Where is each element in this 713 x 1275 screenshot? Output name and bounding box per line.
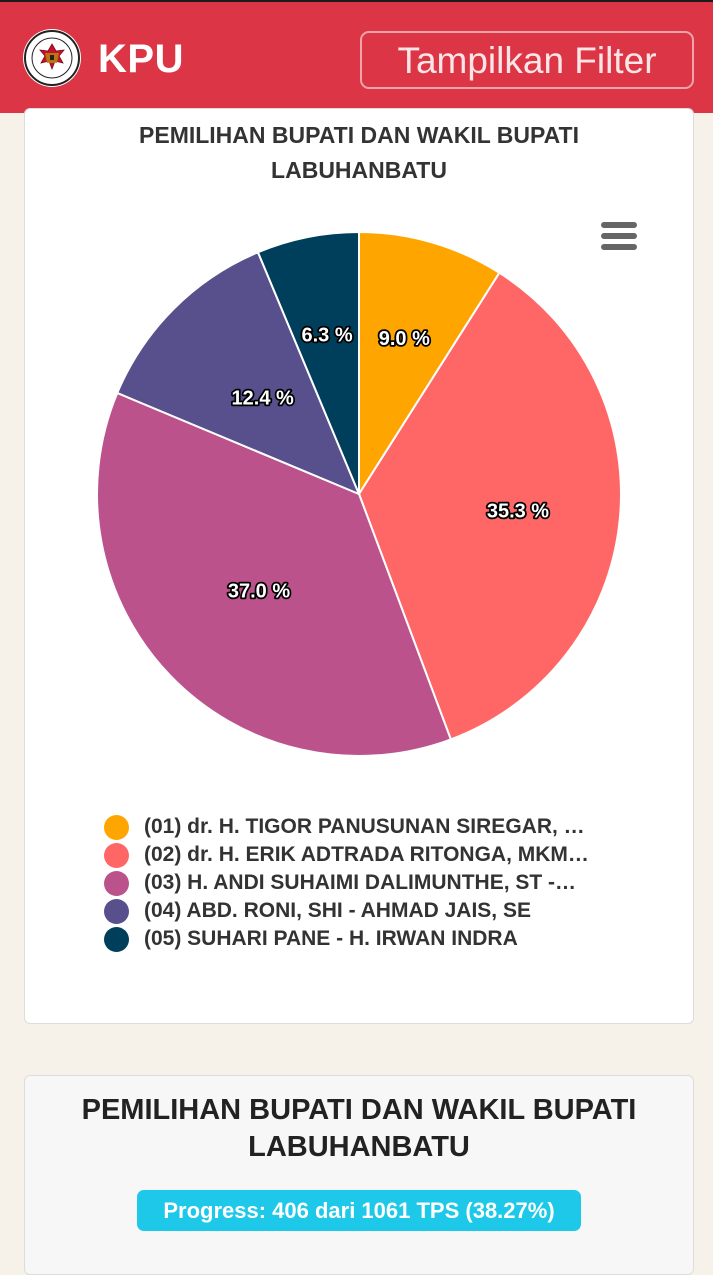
pie-slice-5[interactable] <box>256 230 360 495</box>
summary-title-line1: PEMILIHAN BUPATI DAN WAKIL BUPATI <box>81 1094 637 1126</box>
chart-legend: (01) dr. H. TIGOR PANUSUNAN SIREGAR, … (… <box>104 813 664 953</box>
legend-label-03: (03) H. ANDI SUHAIMI DALIMUNTHE, ST -… <box>144 871 577 894</box>
pie-chart: 9.0 % 35.3 % 37.0 % 12.4 % 6.3 % <box>96 230 622 757</box>
legend-dot-02 <box>104 843 129 868</box>
legend-item-03[interactable]: (03) H. ANDI SUHAIMI DALIMUNTHE, ST -… <box>104 869 664 897</box>
legend-item-02[interactable]: (02) dr. H. ERIK ADTRADA RITONGA, MKM… <box>104 841 664 869</box>
data-label-1: 9.0 % <box>379 328 430 350</box>
summary-title-line2: LABUHANBATU <box>248 1131 470 1163</box>
pie-slice-3[interactable] <box>96 391 453 757</box>
pie-slice-4[interactable] <box>115 250 361 496</box>
kpu-logo[interactable] <box>23 29 81 87</box>
legend-dot-01 <box>104 815 129 840</box>
data-label-5: 6.3 % <box>301 325 352 347</box>
legend-dot-05 <box>104 927 129 952</box>
data-label-3: 37.0 % <box>228 580 290 602</box>
legend-dot-03 <box>104 871 129 896</box>
brand-title[interactable]: KPU <box>98 37 184 81</box>
top-navbar: KPU Tampilkan Filter <box>0 0 713 113</box>
legend-label-02: (02) dr. H. ERIK ADTRADA RITONGA, MKM… <box>144 843 589 866</box>
summary-card <box>24 1075 694 1275</box>
chart-title: PEMILIHAN BUPATI DAN WAKIL BUPATI LABUHA… <box>0 118 713 188</box>
data-label-2: 35.3 % <box>487 501 549 523</box>
legend-label-05: (05) SUHARI PANE - H. IRWAN INDRA <box>144 927 518 950</box>
progress-badge: Progress: 406 dari 1061 TPS (38.27%) <box>137 1190 581 1231</box>
chart-title-line2: LABUHANBATU <box>271 157 447 183</box>
summary-title: PEMILIHAN BUPATI DAN WAKIL BUPATI LABUHA… <box>24 1092 694 1166</box>
data-label-4: 12.4 % <box>232 388 294 410</box>
show-filter-button[interactable]: Tampilkan Filter <box>360 31 694 89</box>
legend-label-04: (04) ABD. RONI, SHI - AHMAD JAIS, SE <box>144 899 531 922</box>
chart-title-line1: PEMILIHAN BUPATI DAN WAKIL BUPATI <box>139 122 579 148</box>
legend-item-04[interactable]: (04) ABD. RONI, SHI - AHMAD JAIS, SE <box>104 897 664 925</box>
hamburger-menu-icon[interactable] <box>599 219 639 253</box>
pie-slice-1[interactable] <box>358 230 501 498</box>
legend-item-01[interactable]: (01) dr. H. TIGOR PANUSUNAN SIREGAR, … <box>104 813 664 841</box>
pie-slice-2[interactable] <box>357 271 622 741</box>
legend-label-01: (01) dr. H. TIGOR PANUSUNAN SIREGAR, … <box>144 815 585 838</box>
legend-dot-04 <box>104 899 129 924</box>
legend-item-05[interactable]: (05) SUHARI PANE - H. IRWAN INDRA <box>104 925 664 953</box>
